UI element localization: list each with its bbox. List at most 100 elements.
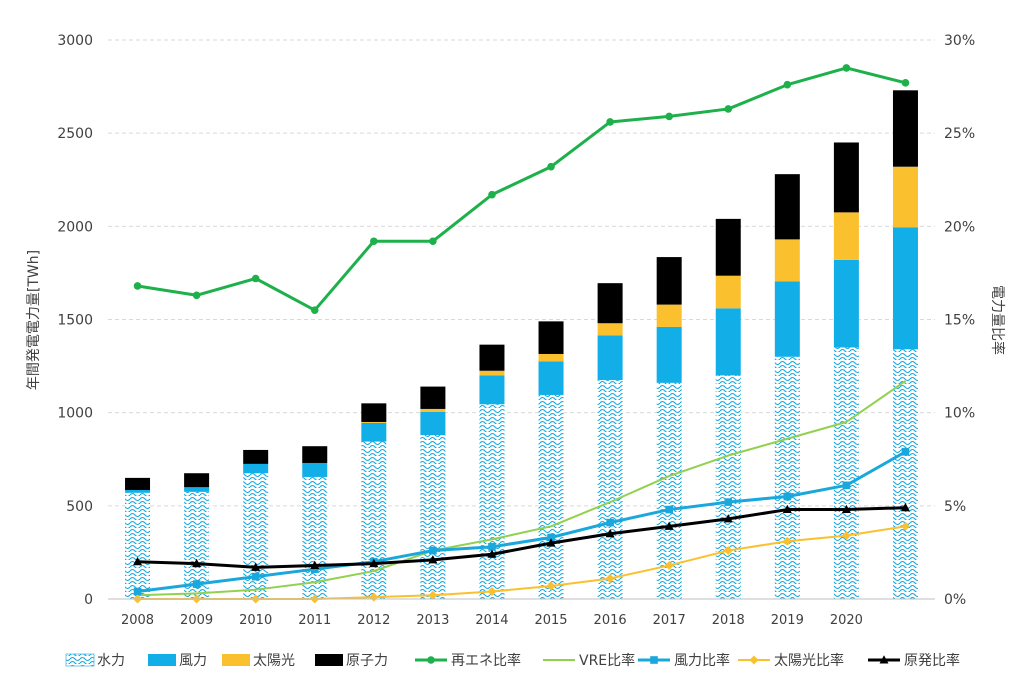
legend-label-5: VRE比率 <box>579 652 635 669</box>
bar-segment-3 <box>302 446 328 463</box>
bar-segment-3 <box>538 321 564 354</box>
legend-label-4: 再エネ比率 <box>451 652 521 669</box>
x-tick-label: 2013 <box>416 613 449 628</box>
line-point-4 <box>310 560 320 569</box>
bar-segment-2 <box>479 370 505 376</box>
legend-marker-8 <box>879 655 889 664</box>
y-tick-label: 0 <box>84 592 93 608</box>
legend-marker-4 <box>427 656 435 664</box>
legend-label-1: 風力 <box>179 653 207 669</box>
line-point-3 <box>664 560 674 570</box>
line-series-1 <box>137 380 907 597</box>
line-point-0 <box>724 105 733 113</box>
line-point-0 <box>310 306 319 314</box>
bar-segment-2 <box>597 323 623 336</box>
line-point-2 <box>251 572 260 581</box>
line-point-0 <box>783 80 792 89</box>
bar-segment-3 <box>656 257 682 305</box>
legend-marker-6 <box>650 656 658 664</box>
x-tick-label: 2015 <box>534 613 567 628</box>
legend-swatch-1 <box>148 654 176 666</box>
legend-label-3: 原子力 <box>346 653 388 669</box>
bar-segment-1 <box>184 487 210 492</box>
y2-tick-label: 25% <box>944 126 975 142</box>
line-point-2 <box>310 565 319 573</box>
line-point-3 <box>900 521 910 531</box>
bar-segment-3 <box>420 386 446 409</box>
x-tick-label: 2014 <box>475 613 508 628</box>
bar-segment-3 <box>479 344 505 371</box>
legend-label-8: 原発比率 <box>904 652 960 669</box>
bar-segment-2 <box>774 239 800 282</box>
legend-label-6: 風力比率 <box>674 652 730 669</box>
bar-segment-3 <box>892 90 918 167</box>
x-tick-label: 2019 <box>771 613 804 628</box>
line-point-0 <box>251 274 260 283</box>
line-point-2 <box>665 505 673 514</box>
line-point-4 <box>546 538 556 547</box>
bar-segment-1 <box>774 281 800 357</box>
bar-segment-0 <box>538 394 564 599</box>
bar-segment-3 <box>125 477 151 490</box>
x-tick-label: 2020 <box>830 613 863 628</box>
line-point-2 <box>192 580 201 588</box>
line-point-0 <box>547 162 555 171</box>
line-point-2 <box>783 492 792 501</box>
bar-segment-0 <box>833 347 859 599</box>
line-point-0 <box>192 291 201 300</box>
x-tick-label: 2018 <box>712 613 745 628</box>
bar-segment-3 <box>243 449 269 464</box>
line-point-2 <box>488 543 496 551</box>
line-point-3 <box>841 531 851 541</box>
bar-segment-3 <box>361 403 387 422</box>
line-point-3 <box>487 587 497 597</box>
line-point-4 <box>605 528 615 538</box>
line-series-0 <box>137 66 906 312</box>
bar-segment-3 <box>597 283 623 324</box>
y2-axis-title: 電力量比率 <box>989 285 1006 355</box>
line-point-2 <box>547 533 555 542</box>
line-point-2 <box>133 587 142 596</box>
line-point-3 <box>546 581 556 591</box>
bars <box>125 90 918 599</box>
y2-tick-label: 20% <box>944 219 975 235</box>
bar-segment-0 <box>774 356 800 599</box>
bar-segment-3 <box>774 174 800 240</box>
bar-segment-2 <box>892 166 918 228</box>
bar-segment-3 <box>184 473 210 488</box>
line-point-4 <box>251 562 261 571</box>
line-point-4 <box>487 549 497 558</box>
line-series-4 <box>137 506 906 569</box>
line-point-4 <box>664 521 674 530</box>
legend-label-7: 太陽光比率 <box>774 652 844 669</box>
line-point-3 <box>782 536 792 546</box>
line-point-3 <box>723 546 733 556</box>
bar-segment-3 <box>715 218 741 276</box>
legend-swatch-3 <box>315 654 343 666</box>
y-tick-label: 500 <box>66 499 93 515</box>
x-tick-label: 2016 <box>594 613 627 628</box>
line-point-0 <box>842 64 851 72</box>
bar-segment-0 <box>302 476 328 599</box>
y-axis-title: 年間発電電力量[TWh] <box>26 250 42 390</box>
legend-swatch-2 <box>222 654 250 666</box>
bar-segment-1 <box>538 361 564 395</box>
line-point-4 <box>369 558 379 568</box>
bar-segment-0 <box>125 492 151 599</box>
y2-tick-label: 30% <box>944 33 975 49</box>
x-tick-label: 2010 <box>239 613 272 628</box>
bar-segment-2 <box>833 212 859 260</box>
x-tick-label: 2008 <box>121 613 154 628</box>
y2-tick-label: 0% <box>944 592 966 608</box>
line-point-2 <box>901 447 910 456</box>
bar-segment-1 <box>361 422 387 442</box>
bar-segment-2 <box>538 353 564 362</box>
y-tick-label: 1000 <box>57 406 93 422</box>
legend-label-2: 太陽光 <box>253 653 295 669</box>
line-point-0 <box>429 237 437 246</box>
line-point-4 <box>841 504 851 514</box>
bar-segment-2 <box>420 408 446 412</box>
bar-segment-1 <box>656 326 682 383</box>
x-tick-label: 2012 <box>357 613 390 628</box>
